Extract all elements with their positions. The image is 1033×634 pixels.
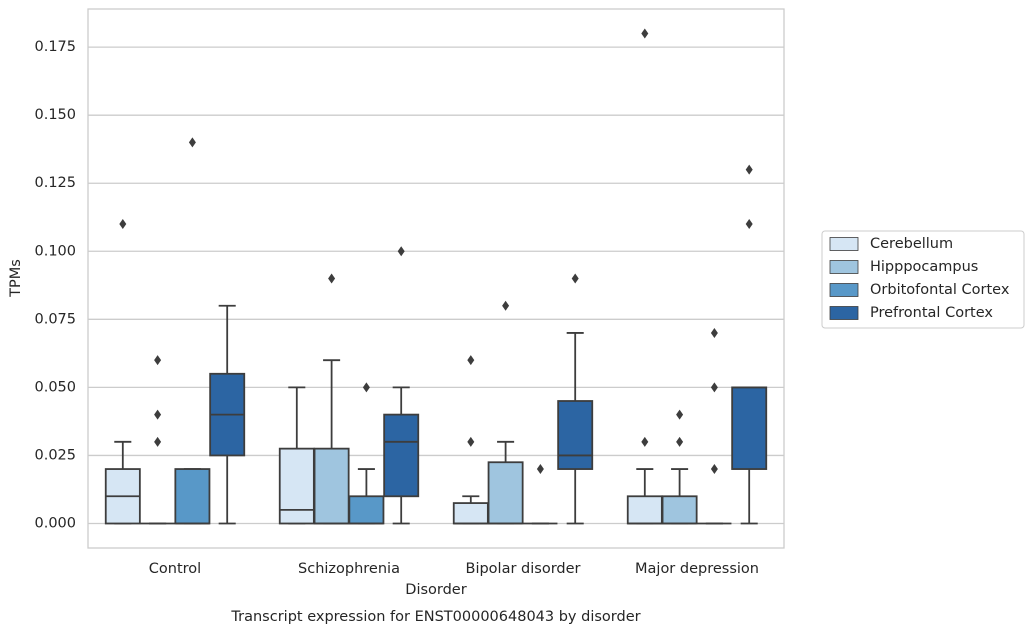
legend-swatch	[829, 306, 859, 320]
y-tick-label: 0.100	[34, 243, 76, 259]
y-tick-label: 0.125	[34, 175, 76, 191]
y-tick-label: 0.000	[34, 516, 76, 532]
legend	[821, 230, 1025, 329]
outlier	[710, 464, 718, 475]
outlier	[641, 436, 649, 447]
chart-title: Transcript expression for ENST0000064804…	[230, 609, 640, 625]
outlier	[467, 355, 475, 366]
outlier	[571, 273, 579, 284]
box	[278, 447, 315, 525]
legend-swatch	[829, 260, 859, 274]
box	[348, 495, 385, 525]
outlier	[536, 464, 544, 475]
y-axis-label: TPMs	[8, 259, 24, 298]
box	[626, 495, 663, 525]
legend-label: Hipppocampus	[870, 259, 978, 275]
box	[731, 386, 768, 470]
x-tick-label: Bipolar disorder	[466, 561, 581, 577]
box	[557, 400, 594, 470]
y-tick-label: 0.025	[34, 447, 76, 463]
x-tick-label: Major depression	[635, 561, 759, 577]
outlier	[154, 436, 162, 447]
legend-swatch	[829, 283, 859, 297]
outlier	[188, 137, 196, 148]
box	[661, 495, 698, 525]
outlier	[745, 219, 753, 230]
legend-label: Prefrontal Cortex	[870, 305, 993, 321]
y-tick-label: 0.075	[34, 311, 76, 327]
x-tick-label: Control	[149, 561, 201, 577]
outlier	[502, 300, 510, 311]
box	[174, 468, 211, 525]
outlier	[328, 273, 336, 284]
legend-label: Orbitofontal Cortex	[870, 282, 1010, 298]
y-tick-label: 0.175	[34, 39, 76, 55]
box	[452, 502, 489, 525]
outlier	[119, 219, 127, 230]
plot-frame	[87, 8, 785, 549]
y-tick-label: 0.150	[34, 107, 76, 123]
outlier	[154, 355, 162, 366]
legend-swatch	[829, 237, 859, 251]
outlier	[467, 436, 475, 447]
outlier	[641, 28, 649, 39]
x-axis-label: Disorder	[405, 582, 466, 598]
outlier	[676, 436, 684, 447]
box	[383, 413, 420, 498]
outlier	[710, 327, 718, 338]
outlier	[362, 382, 370, 393]
y-tick-label: 0.050	[34, 379, 76, 395]
box	[313, 447, 350, 525]
outlier	[676, 409, 684, 420]
outlier	[710, 382, 718, 393]
legend-label: Cerebellum	[870, 236, 953, 252]
outlier	[745, 164, 753, 175]
outlier	[154, 409, 162, 420]
box	[487, 461, 524, 525]
outlier	[397, 246, 405, 257]
x-tick-label: Schizophrenia	[298, 561, 400, 577]
